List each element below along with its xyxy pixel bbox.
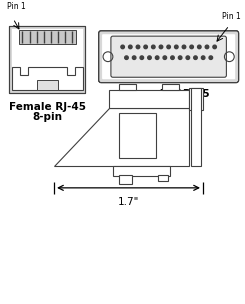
Polygon shape [12,67,83,90]
Text: 8-pin: 8-pin [32,112,62,122]
Bar [189,88,203,109]
Circle shape [144,45,147,49]
Bar [37,80,58,90]
Circle shape [209,56,213,60]
Bar [158,175,168,181]
Polygon shape [54,108,189,166]
Circle shape [178,56,182,60]
Circle shape [174,45,178,49]
Circle shape [159,45,163,49]
Circle shape [167,45,171,49]
Bar [19,30,76,44]
Bar [9,26,86,93]
Bar [12,29,83,90]
Circle shape [205,45,209,49]
Text: Pin 1: Pin 1 [7,2,26,11]
Circle shape [163,56,167,60]
Circle shape [148,56,151,60]
Bar [113,166,170,176]
Bar [119,84,136,90]
Circle shape [201,56,205,60]
Circle shape [152,45,155,49]
Circle shape [140,56,144,60]
Circle shape [125,56,128,60]
Circle shape [136,45,140,49]
Circle shape [190,45,193,49]
Text: 1.7": 1.7" [118,197,139,207]
Circle shape [213,45,216,49]
Circle shape [186,56,190,60]
Circle shape [129,45,132,49]
Text: Female RJ-45: Female RJ-45 [9,102,86,112]
Bar [109,90,189,108]
Circle shape [197,45,201,49]
FancyBboxPatch shape [99,31,239,83]
Bar [119,113,156,158]
Bar [162,84,179,90]
Bar [191,88,201,166]
Circle shape [182,45,186,49]
Circle shape [155,56,159,60]
Text: Female DB-25: Female DB-25 [128,89,209,99]
Text: Pin 1: Pin 1 [222,12,241,22]
Circle shape [121,45,124,49]
Bar [9,26,86,93]
Circle shape [194,56,197,60]
Circle shape [171,56,174,60]
Circle shape [132,56,136,60]
Bar [119,175,133,184]
FancyBboxPatch shape [102,34,235,79]
FancyBboxPatch shape [111,36,226,77]
